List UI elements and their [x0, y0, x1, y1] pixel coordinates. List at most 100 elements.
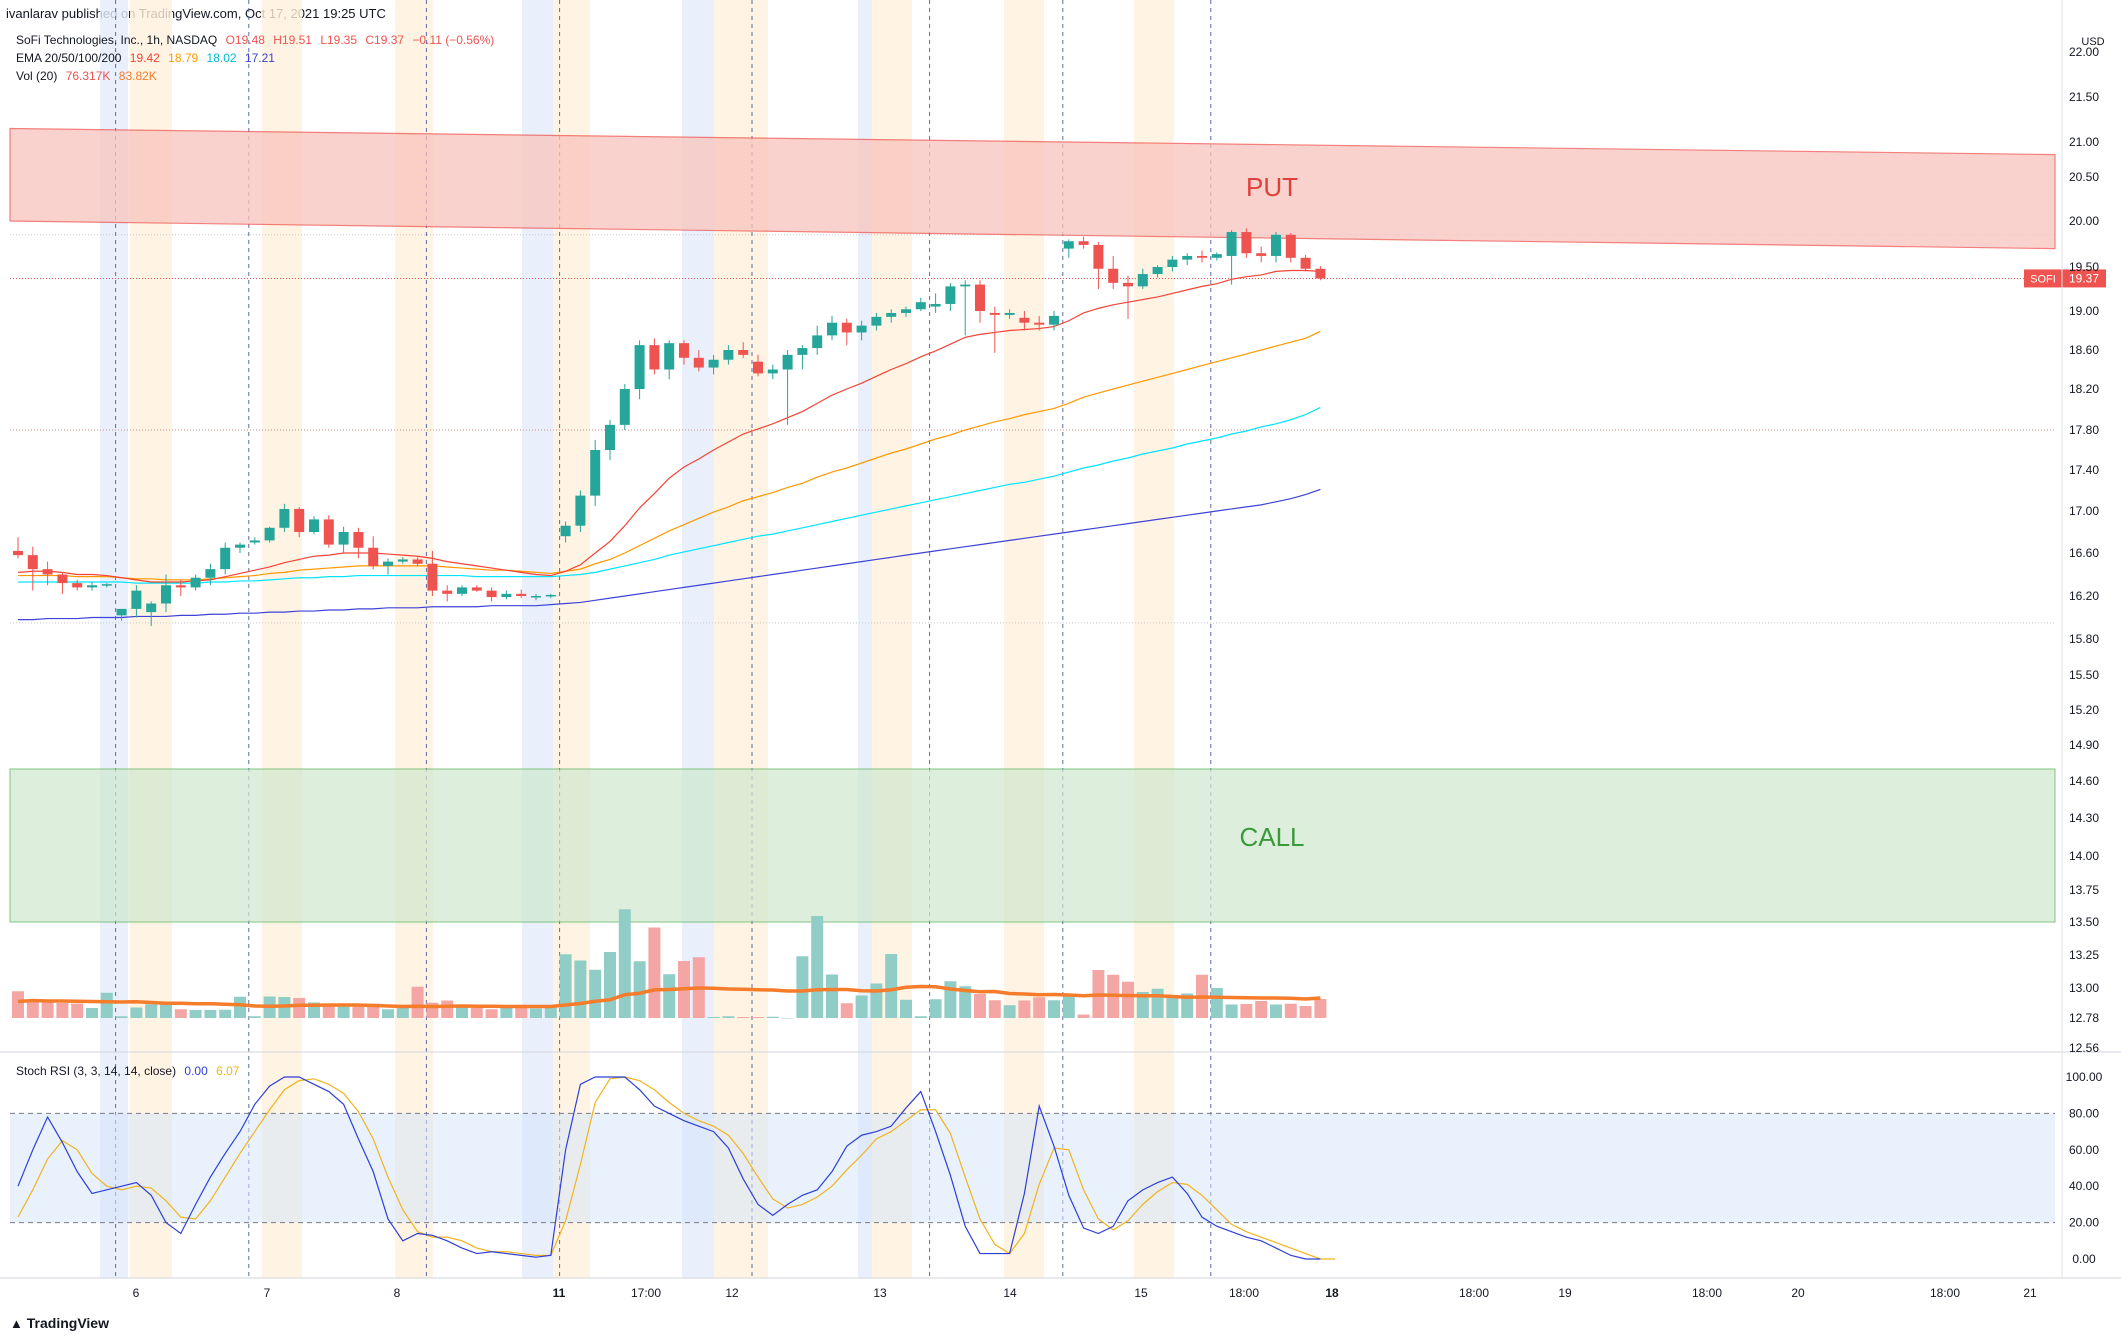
- candle-body: [575, 495, 586, 526]
- candle-body: [767, 369, 778, 374]
- candle-body: [930, 303, 941, 307]
- ema-legend: EMA 20/50/100/200 19.42 18.79 18.02 17.2…: [16, 51, 280, 65]
- volume-bar: [411, 986, 424, 1018]
- stoch-k-line: [17, 1076, 1321, 1260]
- ticker-badge: [2024, 269, 2062, 288]
- volume-bar: [1077, 1014, 1090, 1018]
- volume-bar: [1181, 993, 1194, 1018]
- price-label-badge: [2062, 269, 2106, 288]
- time-tick-label: 18:00: [1692, 1286, 1722, 1300]
- price-tick-label: 16.60: [2069, 546, 2099, 560]
- time-tick-label: 6: [133, 1286, 140, 1300]
- candle-body: [1285, 234, 1296, 258]
- ema100-value: 18.02: [206, 51, 237, 65]
- candle-body: [13, 550, 23, 556]
- volume-bar: [1033, 997, 1046, 1018]
- candle-body: [205, 569, 216, 578]
- volume-bar: [1048, 1000, 1060, 1018]
- volume-bar: [544, 1007, 557, 1018]
- vol-value: 76.317K: [65, 69, 111, 83]
- volume-bar: [56, 1003, 69, 1018]
- candle-body: [901, 309, 911, 313]
- candle-body: [457, 587, 467, 594]
- price-tick-label: 13.00: [2069, 981, 2099, 995]
- volume-bar: [1284, 1003, 1297, 1018]
- stoch-tick-label: 20.00: [2069, 1216, 2099, 1230]
- candle-body: [27, 555, 38, 570]
- candle-body: [516, 593, 527, 596]
- candle-body: [1226, 232, 1237, 256]
- volume-bar: [870, 983, 883, 1018]
- price-tick-label: 19.50: [2069, 260, 2099, 274]
- stoch-tick-label: 60.00: [2069, 1143, 2099, 1157]
- volume-bar: [722, 1016, 735, 1018]
- ema200-line: [18, 488, 1321, 621]
- volume-bar: [811, 916, 824, 1018]
- candle-body: [249, 540, 260, 543]
- candle-body: [161, 585, 171, 604]
- candle-body: [989, 312, 1000, 315]
- price-tick-label: 19.00: [2069, 304, 2099, 318]
- time-tick-label: 18:00: [1229, 1286, 1259, 1300]
- volume-bar: [766, 1016, 779, 1018]
- volume-bar: [796, 956, 809, 1018]
- candle-body: [427, 563, 438, 591]
- ohlc-low: L19.35: [320, 33, 358, 47]
- vol-label: Vol (20): [16, 69, 58, 83]
- candle-body: [738, 350, 749, 355]
- price-tick-label: 16.20: [2069, 589, 2099, 603]
- volume-bar: [1299, 1006, 1312, 1018]
- price-tick-label: 18.60: [2069, 343, 2099, 357]
- volume-bar: [352, 1004, 365, 1018]
- price-tick-label: 14.00: [2069, 849, 2099, 863]
- stoch-rsi-pane: 100.00 80.00 60.00 40.00 20.00 0.00: [0, 1051, 2121, 1266]
- symbol-legend: SoFi Technologies, Inc., 1h, NASDAQ O19.…: [16, 33, 499, 47]
- price-tick-label: 20.50: [2069, 170, 2099, 184]
- candle-body: [101, 584, 112, 586]
- candle-body: [1123, 282, 1133, 287]
- volume-bar: [219, 1009, 232, 1018]
- stoch-legend: Stoch RSI (3, 3, 14, 14, close) 0.00 6.0…: [16, 1064, 244, 1078]
- candle-body: [945, 286, 956, 304]
- time-tick-label: 13: [873, 1286, 887, 1300]
- candle-body: [353, 532, 364, 548]
- volume-bar: [41, 1001, 54, 1018]
- ema50-value: 18.79: [168, 51, 199, 65]
- vol-ma-value: 83.82K: [118, 69, 157, 83]
- time-tick-label: 19: [1558, 1286, 1572, 1300]
- volume-bar: [574, 960, 587, 1018]
- candle-body: [131, 590, 142, 609]
- volume-bar: [559, 954, 572, 1018]
- volume-bar: [145, 1004, 158, 1018]
- volume-bar: [604, 952, 616, 1018]
- candle-body: [1315, 268, 1326, 279]
- volume-bar: [485, 1009, 498, 1018]
- volume-bar: [322, 1004, 335, 1018]
- candle-body: [1241, 232, 1252, 254]
- volume-bar: [293, 998, 306, 1018]
- ema50-line: [18, 330, 1321, 581]
- volume-bar: [737, 1017, 750, 1018]
- volume-bar: [633, 961, 646, 1018]
- volume-bar: [1003, 1005, 1016, 1018]
- call-zone: [9, 768, 2056, 923]
- volume-bar: [1018, 1000, 1031, 1018]
- volume-bar: [663, 974, 676, 1018]
- volume-bar: [174, 1009, 187, 1018]
- candle-body: [1004, 312, 1015, 315]
- volume-bar: [1240, 1004, 1253, 1018]
- tradingview-logo[interactable]: ▲ TradingView: [10, 1315, 109, 1331]
- candle-body: [383, 561, 393, 566]
- price-tick-label: 15.50: [2069, 668, 2099, 682]
- candle-body: [960, 284, 971, 287]
- volume-bar: [840, 1003, 853, 1018]
- volume-bar: [1151, 988, 1164, 1018]
- stoch-tick-label: 100.00: [2066, 1070, 2103, 1084]
- volume-bar: [12, 991, 24, 1018]
- time-tick-label: 14: [1003, 1286, 1017, 1300]
- volume-bar: [1314, 999, 1327, 1018]
- put-zone-label: PUT: [1246, 172, 1298, 202]
- candle-body: [1300, 257, 1311, 269]
- candle-body: [1182, 255, 1193, 260]
